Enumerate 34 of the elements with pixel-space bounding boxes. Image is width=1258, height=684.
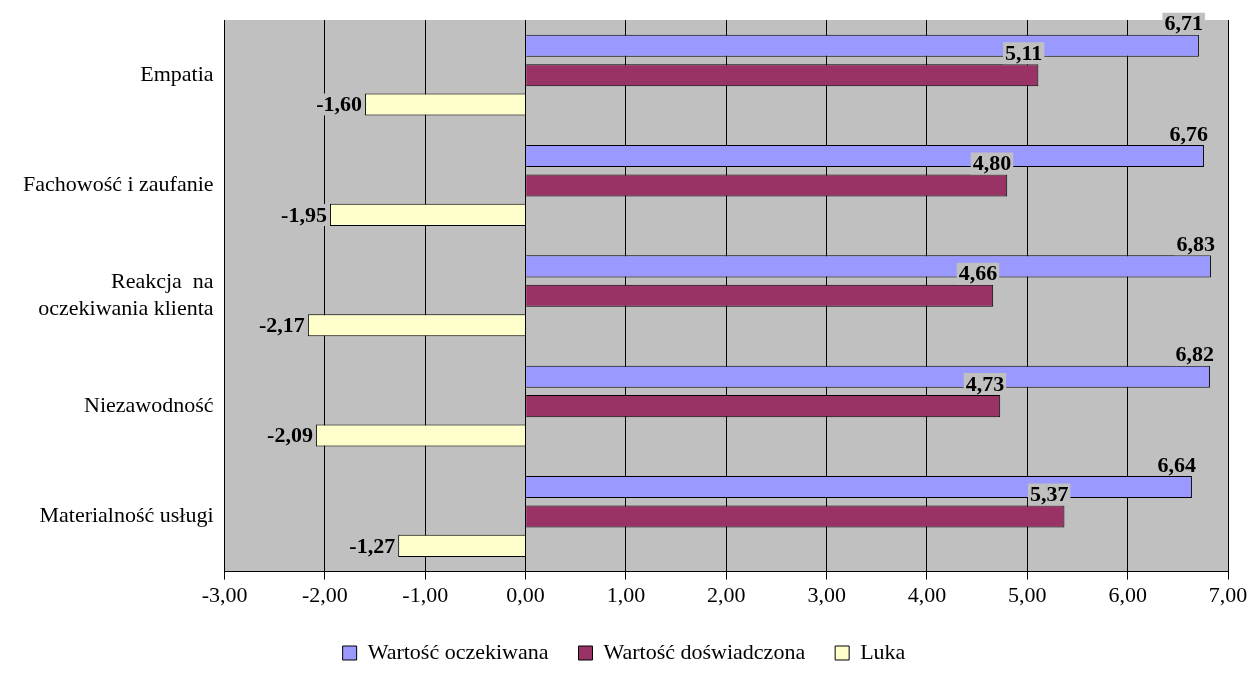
x-tick-label: -3,00 <box>201 581 248 607</box>
data-label: 4,80 <box>972 150 1012 176</box>
data-label: 6,83 <box>1176 231 1215 257</box>
data-label: -2,17 <box>259 311 305 337</box>
x-tick-label: 2,00 <box>707 581 746 607</box>
data-label: 6,76 <box>1169 120 1208 146</box>
data-label: -1,60 <box>316 91 363 117</box>
x-tick-label: 7,00 <box>1208 581 1248 607</box>
x-tick-label: 4,00 <box>907 581 947 607</box>
data-label: 5,37 <box>1029 481 1069 507</box>
x-tick-label: 5,00 <box>1008 581 1047 607</box>
x-tick-label: -2,00 <box>302 581 348 607</box>
legend-label: Luka <box>860 638 906 664</box>
y-tick-label: Niezawodność <box>84 391 214 417</box>
x-tick-label: 0,00 <box>506 581 545 607</box>
x-tick-label: 6,00 <box>1108 581 1147 607</box>
data-label: 6,82 <box>1175 341 1214 367</box>
x-tick-label: 1,00 <box>606 581 646 607</box>
y-tick-label: Empatia <box>140 60 214 86</box>
data-label: -1,95 <box>281 201 327 227</box>
y-tick-label: Materialność usługi <box>39 502 214 528</box>
data-label: -2,09 <box>267 422 313 448</box>
legend-label: Wartość oczekiwana <box>367 638 549 664</box>
data-label: 4,73 <box>965 370 1005 396</box>
data-label: 5,11 <box>1005 39 1043 65</box>
y-tick-label: Fachowość i zaufanie <box>22 171 214 197</box>
y-tick-label: Reakcja na oczekiwania klienta <box>38 268 214 320</box>
data-label: -1,27 <box>349 532 396 558</box>
data-label: 6,71 <box>1164 10 1203 36</box>
data-label: 4,66 <box>958 260 998 286</box>
x-tick-label: 3,00 <box>807 581 846 607</box>
data-label: 6,64 <box>1157 451 1196 477</box>
legend-label: Wartość doświadczona <box>603 638 806 664</box>
x-tick-label: -1,00 <box>402 581 449 607</box>
